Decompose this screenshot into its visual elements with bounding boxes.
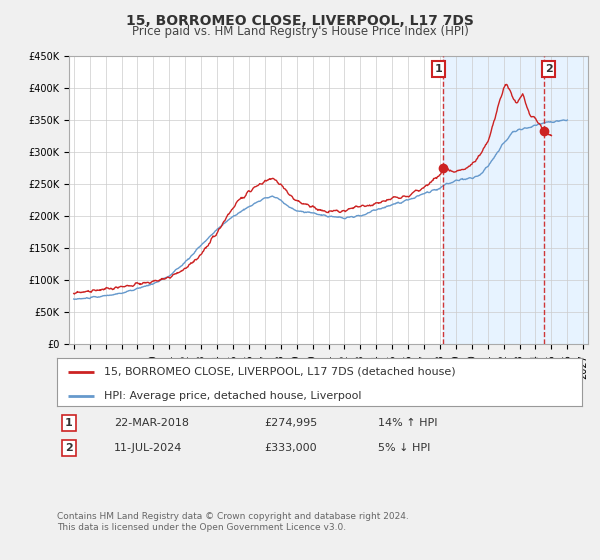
Text: 1: 1 xyxy=(65,418,73,428)
Text: 2: 2 xyxy=(545,64,553,74)
Text: 1: 1 xyxy=(435,64,443,74)
Text: £333,000: £333,000 xyxy=(264,443,317,453)
Text: Contains HM Land Registry data © Crown copyright and database right 2024.
This d: Contains HM Land Registry data © Crown c… xyxy=(57,512,409,532)
Text: £274,995: £274,995 xyxy=(264,418,317,428)
Text: Price paid vs. HM Land Registry's House Price Index (HPI): Price paid vs. HM Land Registry's House … xyxy=(131,25,469,38)
Text: 11-JUL-2024: 11-JUL-2024 xyxy=(114,443,182,453)
Text: 2: 2 xyxy=(65,443,73,453)
Text: 5% ↓ HPI: 5% ↓ HPI xyxy=(378,443,430,453)
Text: 14% ↑ HPI: 14% ↑ HPI xyxy=(378,418,437,428)
Bar xyxy=(443,56,588,344)
Text: HPI: Average price, detached house, Liverpool: HPI: Average price, detached house, Live… xyxy=(104,390,362,400)
Text: 22-MAR-2018: 22-MAR-2018 xyxy=(114,418,189,428)
Text: 15, BORROMEO CLOSE, LIVERPOOL, L17 7DS (detached house): 15, BORROMEO CLOSE, LIVERPOOL, L17 7DS (… xyxy=(104,367,456,377)
Text: 15, BORROMEO CLOSE, LIVERPOOL, L17 7DS: 15, BORROMEO CLOSE, LIVERPOOL, L17 7DS xyxy=(126,14,474,28)
